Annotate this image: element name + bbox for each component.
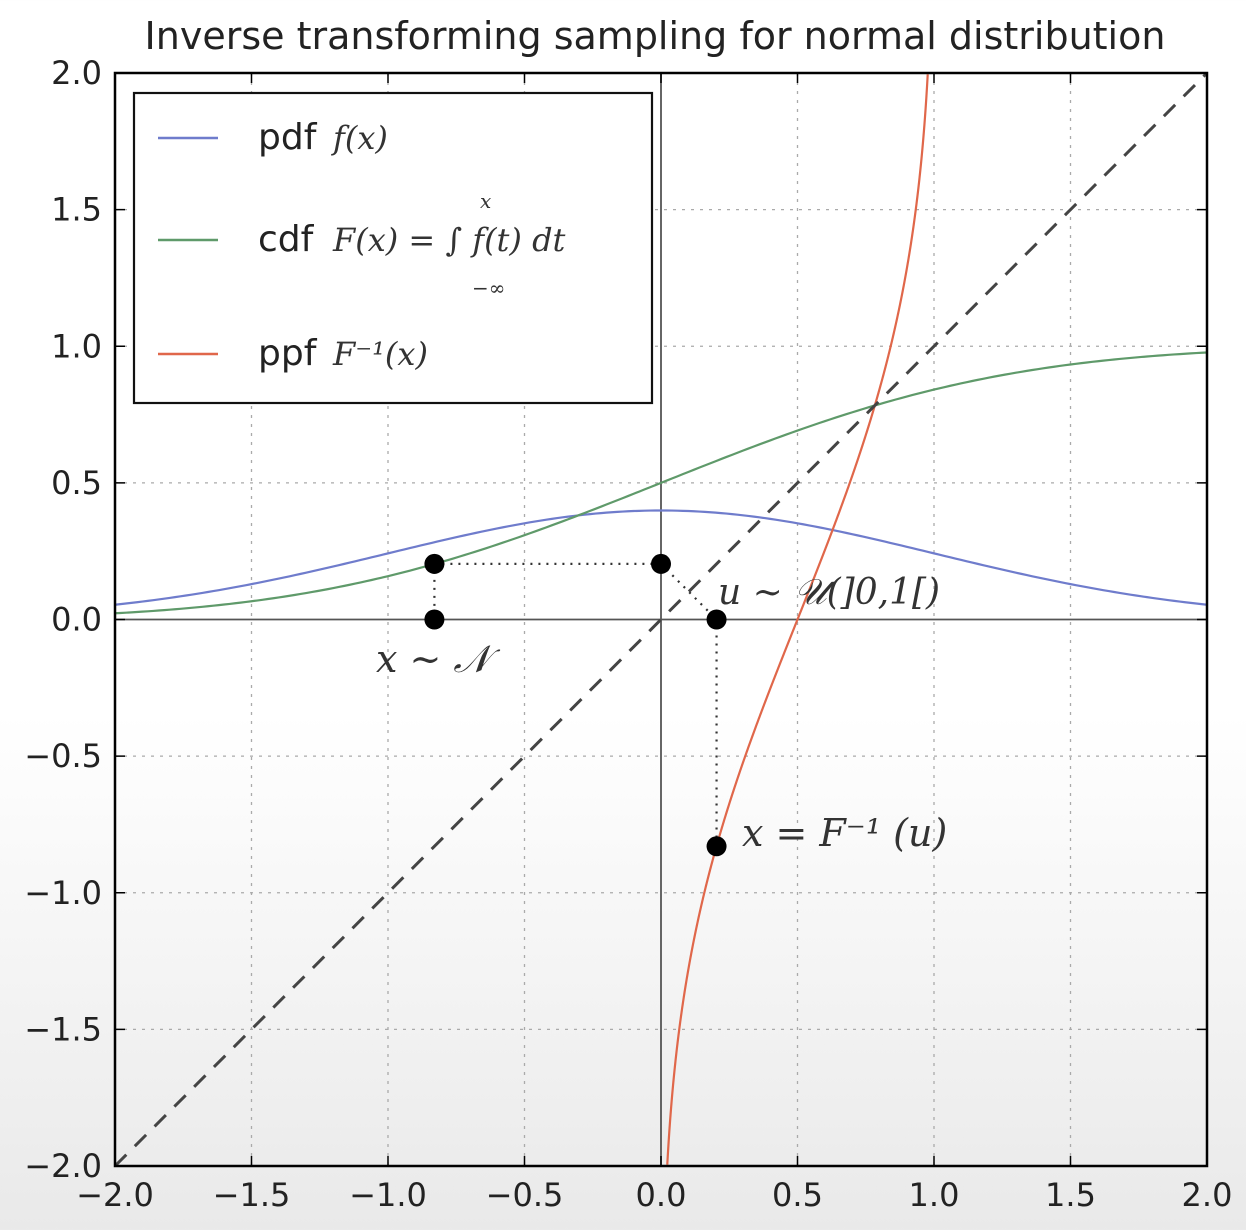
annotation-x-normal: x ∼ 𝒩 — [376, 637, 501, 681]
x-tick-label: 1.0 — [909, 1176, 960, 1214]
plot-frame — [113, 71, 1209, 1168]
series-line-identity — [113, 71, 1209, 1168]
legend-integral-lower: −∞ — [472, 276, 505, 300]
legend-label-cdf: cdf — [258, 219, 315, 260]
annotation-u-uniform: u ∼ 𝒰(]0,1[) — [718, 572, 940, 613]
x-tick-label: −1.0 — [349, 1176, 427, 1214]
annotations: x ∼ 𝒩 u ∼ 𝒰(]0,1[) x = F⁻¹ (u) — [376, 553, 947, 857]
annotation-inverse: x = F⁻¹ (u) — [742, 811, 947, 855]
series-line-ppf — [666, 74, 929, 1165]
x-tick-label: 0.0 — [636, 1176, 687, 1214]
x-tick-label: 1.5 — [1045, 1176, 1096, 1214]
legend-math-cdf: F(x) = ∫ f(t) dt — [332, 221, 566, 259]
x-tick-label: 2.0 — [1182, 1176, 1233, 1214]
y-tick-label: 0.5 — [51, 464, 102, 502]
axes: −2.0 −1.5 −1.0 −0.5 0.0 0.5 1.0 1.5 2.0 2.0 1.5 1.0… — [24, 54, 1232, 1214]
y-tick-label: 1.5 — [51, 191, 102, 229]
sample-point — [424, 609, 445, 630]
y-tick-label: −1.5 — [24, 1010, 102, 1048]
y-tick-label: 2.0 — [51, 54, 102, 92]
guide-line-diagonal — [660, 563, 718, 621]
y-tick-label: −2.0 — [24, 1147, 102, 1185]
sample-point — [706, 836, 727, 857]
legend-label-ppf: ppf — [258, 333, 318, 374]
chart-title: Inverse transforming sampling for normal… — [144, 14, 1166, 58]
series-line-pdf — [114, 509, 1208, 606]
sample-point — [706, 609, 727, 630]
series — [113, 71, 1209, 1168]
x-tick-label: −0.5 — [486, 1176, 564, 1214]
legend-math-pdf: f(x) — [331, 119, 388, 157]
legend-integral-upper: x — [480, 189, 491, 213]
x-tick-label: −2.0 — [76, 1176, 154, 1214]
sample-point — [424, 553, 445, 574]
legend-box — [132, 91, 654, 405]
legend-math-ppf: F⁻¹(x) — [332, 335, 428, 373]
y-tick-label: −0.5 — [24, 737, 102, 775]
legend-label-pdf: pdf — [258, 117, 318, 158]
y-tick-label: 0.0 — [51, 601, 102, 639]
x-tick-label: −1.5 — [213, 1176, 291, 1214]
x-tick-label: 0.5 — [772, 1176, 823, 1214]
sample-point — [651, 553, 671, 574]
y-tick-label: −1.0 — [24, 874, 102, 912]
y-tick-label: 1.0 — [51, 327, 102, 365]
legend: pdf f(x) cdf F(x) = ∫ f(t) dt x −∞ ppf F⁻¹(x) — [132, 91, 654, 405]
series-line-cdf — [114, 351, 1208, 615]
